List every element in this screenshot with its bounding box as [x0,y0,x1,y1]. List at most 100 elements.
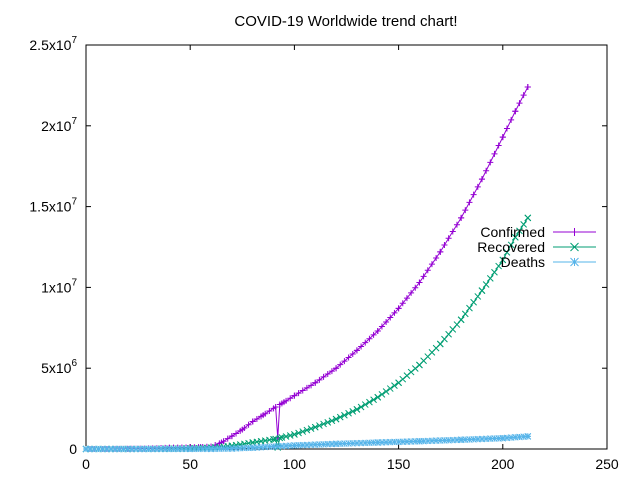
data-point [270,435,277,443]
data-point [228,433,235,440]
data-point [249,418,256,425]
data-point [353,439,361,447]
data-point [387,314,394,321]
data-point [324,440,332,448]
data-point [378,323,385,330]
data-point [170,445,177,453]
data-point [328,440,336,448]
data-point [470,191,477,198]
data-point [332,415,340,423]
data-point [478,287,486,294]
data-point [103,445,111,453]
data-point [524,433,532,440]
data-point [457,316,465,324]
data-point [462,207,469,214]
data-point [249,444,257,452]
data-point [316,441,323,448]
data-point [491,150,498,157]
y-tick-exponent: 6 [71,358,77,369]
data-point [412,284,419,291]
data-point [99,445,107,453]
data-point [486,274,494,282]
data-point [349,439,357,447]
data-point [299,428,307,435]
x-tick-label: 200 [491,456,515,472]
data-point [107,445,115,453]
x-tick-label: 0 [82,456,90,472]
y-tick-label: 2.5x107 [29,35,77,53]
data-point [441,242,448,249]
data-point [424,267,431,274]
data-point [386,385,394,392]
data-point [428,437,436,445]
series-recovered [82,214,532,453]
data-point [295,441,302,449]
data-point [361,401,369,408]
data-point [495,142,502,149]
data-point [478,435,486,443]
data-point [416,279,423,286]
data-point [495,434,502,442]
data-point [320,440,327,448]
data-point [420,273,427,280]
data-point [466,199,473,206]
data-point [345,440,352,447]
data-point [153,445,161,453]
data-point [482,281,490,288]
data-point [341,411,348,419]
data-point [457,436,465,444]
legend-label: Recovered [477,239,545,255]
data-point [357,403,365,411]
data-point [157,445,165,453]
x-tick-label: 50 [182,456,198,472]
series-deaths [82,433,532,453]
data-point [307,425,315,432]
data-point [395,305,402,312]
data-point [224,435,231,442]
data-point [395,438,402,446]
data-point [445,235,452,242]
data-point [90,445,98,453]
data-point [324,371,331,378]
data-point [366,335,373,342]
data-point [291,392,298,399]
data-point [145,445,152,453]
data-point [374,328,381,335]
data-point [186,445,194,453]
data-point [499,434,507,442]
data-point [287,395,294,402]
data-point [262,410,269,417]
legend-label: Deaths [501,254,545,270]
y-tick-base: 2x10 [41,118,72,134]
y-tick-exponent: 7 [71,35,77,46]
data-point [382,388,390,395]
data-point [511,433,519,441]
data-point [308,382,315,389]
data-point [224,445,232,452]
data-point [474,183,481,190]
data-point [474,435,482,443]
data-point [286,442,294,450]
data-point [333,365,340,372]
data-point [241,444,248,452]
data-point [245,421,252,428]
data-point [370,331,377,338]
x-axis: 0 50 100 150 200 250 [82,45,619,472]
series-line [85,86,529,450]
data-point [203,445,211,453]
y-tick-label: 0 [69,441,77,457]
data-point [374,393,382,401]
y-tick-exponent: 7 [71,197,77,208]
data-point [257,443,265,451]
data-point [503,249,511,256]
data-point [332,440,340,448]
x-tick-label: 250 [595,456,619,472]
data-point [349,350,356,357]
series-layer [82,84,532,453]
data-point [391,382,398,390]
data-point [520,433,527,441]
data-point [399,438,407,446]
data-point [237,427,244,434]
x-tick-label: 100 [283,456,307,472]
y-tick-label: 1x107 [41,277,77,295]
